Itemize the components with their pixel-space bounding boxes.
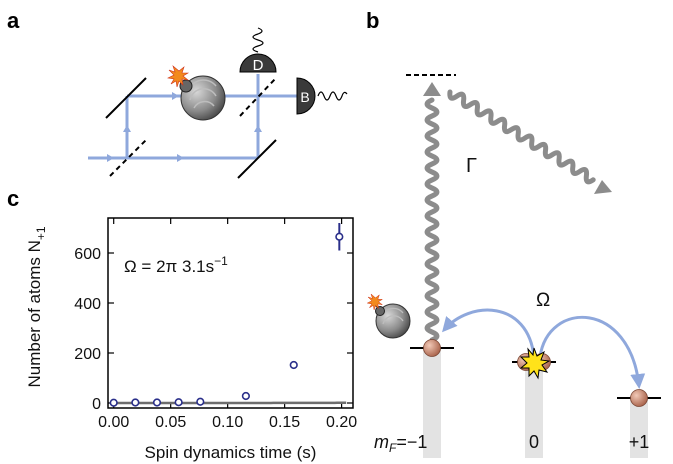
omega-annotation: Ω = 2π 3.1s−1: [124, 254, 228, 276]
gamma-label: Γ: [466, 155, 477, 177]
detector-b: B: [296, 77, 348, 115]
mf-value-plus1: +1: [629, 432, 650, 452]
x-tick-label: 0.15: [269, 414, 300, 431]
data-point: [152, 398, 162, 407]
x-axis-label: Spin dynamics time (s): [145, 443, 317, 462]
transition-to-plus1: [538, 315, 646, 389]
level-bar-0: [525, 362, 543, 458]
data-point: [174, 398, 183, 407]
y-tick-label: 0: [92, 396, 101, 413]
mirror-top-left: [105, 77, 147, 119]
photon-wave-icon: [317, 91, 348, 101]
panel-label-b: b: [366, 8, 379, 33]
plot-frame: [107, 217, 354, 409]
detector-d-label: D: [253, 57, 264, 74]
y-tick-label: 200: [74, 346, 101, 363]
mirror-bottom-right: [237, 139, 277, 179]
detector-b-label: B: [300, 89, 309, 105]
detector-d: D: [239, 27, 277, 74]
atom-plus1: [630, 389, 648, 407]
data-point: [241, 391, 250, 401]
excitation-arrow: [423, 82, 441, 343]
x-tick-label: 0.10: [212, 414, 243, 431]
mf-value-0: 0: [529, 432, 539, 452]
omega-label: Ω: [536, 290, 550, 311]
panel-label-c: c: [7, 186, 19, 211]
chart: 0.00 0.05 0.10 0.15 0.20 0 200 400 600 Ω = 2π 3.1…: [25, 217, 357, 462]
emission-arrow: [447, 89, 612, 194]
transition-to-minus1: [442, 308, 536, 358]
panel-label-a: a: [7, 8, 20, 33]
beam-arrows: [107, 92, 262, 162]
y-tick-label: 600: [74, 246, 101, 263]
data-point: [196, 397, 205, 406]
bomb-icon: [366, 293, 411, 339]
photon-wave-icon: [252, 27, 264, 53]
data-point: [335, 232, 344, 241]
level-bar-minus1: [423, 348, 441, 458]
collision-icon: [519, 347, 551, 380]
x-tick-label: 0.00: [98, 414, 129, 431]
x-tick-label: 0.05: [155, 414, 186, 431]
y-axis-label: Number of atoms N+1: [25, 226, 48, 387]
mirrors: [105, 77, 277, 179]
data-point: [109, 398, 118, 407]
bomb-icon: [167, 65, 226, 121]
data-point: [289, 360, 298, 370]
y-tick-label: 400: [74, 296, 101, 313]
level-bar-plus1: [630, 398, 648, 458]
x-tick-label: 0.20: [326, 414, 357, 431]
atom-minus1: [423, 339, 441, 357]
data-point: [131, 398, 140, 407]
mf-label: mF=−1: [374, 432, 427, 455]
